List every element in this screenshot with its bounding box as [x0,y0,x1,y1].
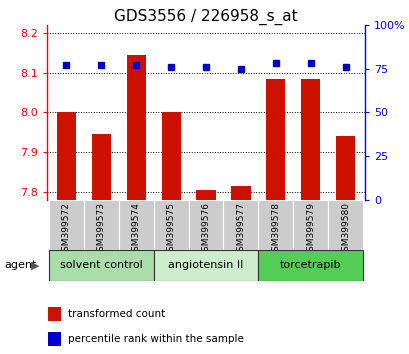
Bar [49,250,153,281]
Bar [119,200,153,250]
Bar [56,113,76,200]
Text: GSM399573: GSM399573 [97,202,106,257]
Bar [223,200,258,250]
Bar [328,200,362,250]
Bar [301,79,319,200]
Bar [49,200,83,250]
Text: GSM399572: GSM399572 [62,202,71,257]
Bar [231,186,250,200]
Title: GDS3556 / 226958_s_at: GDS3556 / 226958_s_at [114,8,297,25]
Text: torcetrapib: torcetrapib [279,261,341,270]
Bar [292,200,328,250]
Text: ▶: ▶ [31,261,39,270]
Bar [258,250,362,281]
Text: GSM399580: GSM399580 [340,202,349,257]
Bar [153,200,188,250]
Bar [48,307,61,321]
Text: transformed count: transformed count [68,309,165,319]
Text: angiotensin II: angiotensin II [168,261,243,270]
Text: GSM399579: GSM399579 [306,202,315,257]
Text: percentile rank within the sample: percentile rank within the sample [68,333,243,344]
Text: agent: agent [4,261,36,270]
Bar [258,200,292,250]
Text: GSM399577: GSM399577 [236,202,245,257]
Bar [126,55,146,200]
Bar [196,190,215,200]
Bar [265,79,285,200]
Text: solvent control: solvent control [60,261,142,270]
Text: GSM399574: GSM399574 [131,202,140,257]
Text: GSM399575: GSM399575 [166,202,175,257]
Bar [188,200,223,250]
Text: GSM399576: GSM399576 [201,202,210,257]
Text: GSM399578: GSM399578 [271,202,280,257]
Bar [161,113,180,200]
Bar [153,250,258,281]
Bar [335,136,355,200]
Bar [83,200,119,250]
Bar [48,332,61,346]
Bar [92,134,110,200]
